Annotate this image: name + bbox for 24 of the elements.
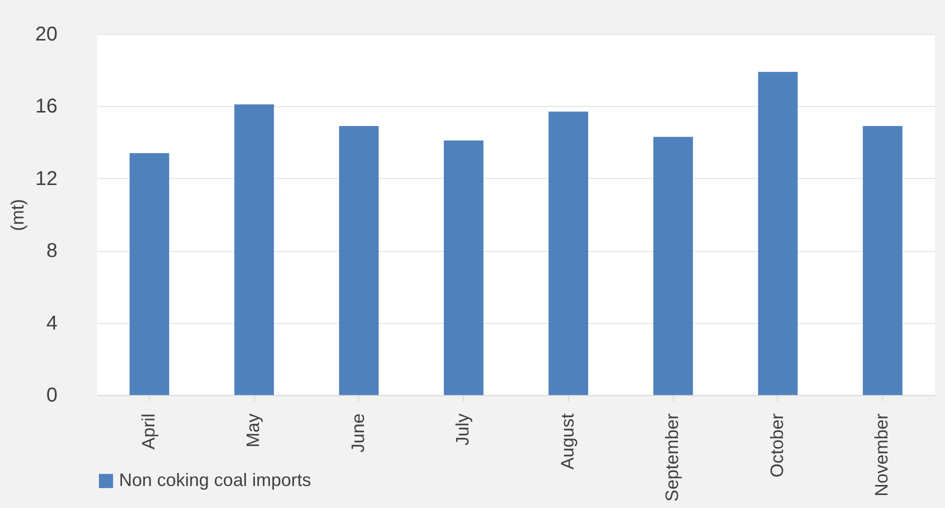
bar: [234, 104, 274, 395]
x-tick-label: September: [662, 414, 682, 502]
x-tick-label: May: [243, 414, 264, 448]
y-tick-label: 4: [46, 312, 58, 334]
bar: [758, 72, 798, 395]
x-tick-label: April: [138, 414, 158, 450]
y-axis-title: (mt): [7, 199, 28, 231]
bar: [548, 112, 588, 395]
legend-label: Non coking coal imports: [119, 470, 312, 490]
y-tick-label: 0: [46, 384, 58, 406]
bar: [862, 126, 902, 395]
bar: [444, 140, 484, 395]
x-tick-label: November: [872, 413, 892, 497]
x-tick-label: June: [348, 414, 368, 453]
y-tick-label: 16: [35, 96, 58, 118]
x-tick-label: August: [557, 414, 578, 470]
x-tick-label: July: [452, 414, 473, 446]
bar: [339, 126, 379, 395]
y-tick-label: 8: [46, 240, 58, 262]
y-tick-label: 20: [35, 24, 58, 46]
y-tick-label: 12: [35, 168, 58, 190]
bar: [130, 153, 170, 395]
x-tick-label: October: [766, 413, 787, 478]
bar: [653, 136, 693, 395]
